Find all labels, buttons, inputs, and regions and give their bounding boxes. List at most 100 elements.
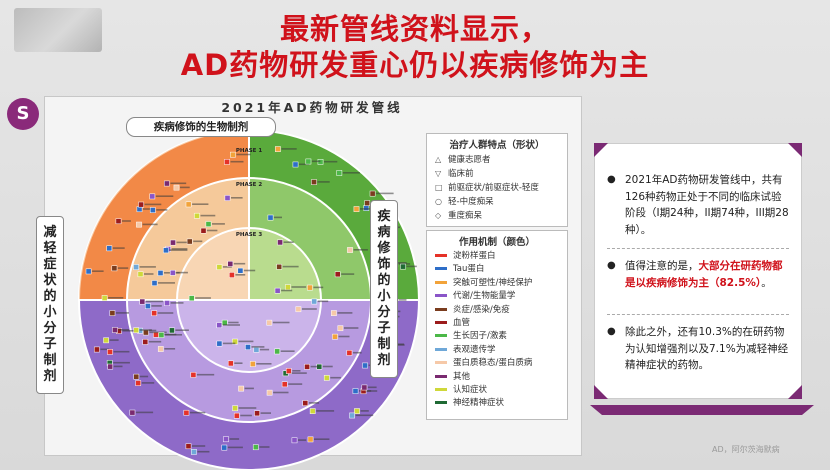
drug-name-line (367, 390, 378, 392)
phase-2-label: PHASE 2 (236, 182, 263, 188)
bullet-dot-icon: ● (607, 174, 616, 185)
drug-name-line (338, 335, 350, 338)
drug-name-line (143, 208, 153, 210)
drug-marker (266, 389, 273, 396)
drug-name-line (108, 297, 124, 299)
drug-marker (227, 360, 234, 367)
drug-marker (185, 201, 192, 208)
drug-name-line (195, 297, 211, 299)
drug-name-line (355, 414, 374, 417)
drug-marker (346, 350, 353, 356)
drug-name-line (193, 240, 203, 243)
drug-name-line (144, 203, 162, 206)
drug-marker (285, 284, 291, 291)
drug-name-line (139, 375, 149, 378)
mechanism-legend-item: 淀粉样蛋白 (427, 250, 567, 263)
drug-name-line (259, 446, 270, 448)
drug-marker (227, 261, 234, 267)
summary-bullet-2: ● 值得注意的是，大部分在研药物都是以疾病修饰为主（82.5%）。 (607, 260, 783, 289)
drug-marker (142, 339, 149, 345)
drug-name-line (236, 153, 251, 156)
drug-name-line (341, 273, 355, 275)
drug-marker (252, 444, 259, 451)
drug-name-line (144, 273, 154, 275)
drug-name-line (274, 216, 282, 219)
color-swatch-icon (435, 334, 447, 338)
color-swatch-icon (435, 267, 447, 271)
drug-name-line (260, 412, 271, 414)
drug-name-line (112, 247, 125, 249)
drug-marker (224, 195, 231, 201)
drug-name-line (170, 302, 184, 304)
company-logo-icon: S (7, 98, 39, 130)
drug-name-line (352, 351, 362, 354)
stadium-photo (14, 8, 102, 52)
drug-name-line (313, 286, 324, 289)
drug-marker (200, 227, 207, 234)
drug-name-line (139, 329, 152, 331)
drug-name-line (298, 439, 307, 441)
drug-name-line (222, 266, 232, 268)
drug-marker (94, 346, 100, 353)
drug-marker (336, 170, 343, 176)
drug-marker (133, 327, 140, 334)
drug-marker (151, 280, 158, 286)
mechanism-legend-item: Tau蛋白 (427, 263, 567, 276)
drug-marker (309, 408, 316, 414)
drug-name-line (151, 305, 162, 307)
color-swatch-icon (435, 374, 447, 378)
symptomatic-small-molecule-label: 减轻症状的小分子制剂 (36, 216, 64, 394)
drug-name-line (142, 223, 158, 226)
drug-name-line (243, 269, 256, 272)
drug-marker (188, 295, 195, 302)
drug-name-line (280, 350, 295, 352)
drug-marker (135, 380, 142, 386)
drug-marker (302, 400, 309, 406)
drug-name-line (158, 282, 175, 284)
drug-marker (163, 247, 169, 254)
drug-marker (281, 381, 288, 388)
drug-marker (133, 373, 140, 380)
drug-name-line (113, 361, 130, 364)
drug-name-line (222, 342, 236, 345)
drug-marker (101, 295, 108, 301)
divider (607, 248, 789, 249)
population-legend-item: □ 前驱症状/前驱症状-轻度 (435, 183, 539, 193)
drug-name-line (292, 370, 301, 372)
bullet-dot-icon: ● (607, 326, 616, 337)
drug-marker (194, 212, 200, 219)
mechanism-legend-item: 其他 (427, 371, 567, 384)
color-swatch-icon (435, 347, 447, 351)
drug-marker (266, 319, 273, 326)
drug-name-line (156, 209, 168, 211)
drug-marker (109, 310, 116, 316)
drug-marker (169, 269, 176, 276)
drug-name-line (139, 266, 156, 268)
drug-marker (305, 158, 312, 165)
drug-marker (230, 151, 236, 158)
mechanism-legend-item: 炎症/感染/免疫 (427, 304, 567, 317)
drug-name-line (343, 327, 359, 329)
color-swatch-icon (435, 401, 447, 405)
drug-name-line (113, 365, 123, 368)
drug-marker (107, 349, 113, 355)
mechanism-legend-item: 认知症状 (427, 384, 567, 397)
drug-marker (232, 405, 238, 412)
drug-name-line (231, 197, 243, 199)
drug-marker (157, 270, 164, 276)
mechanism-legend-heading: 作用机制（颜色） (458, 237, 535, 248)
drug-marker (170, 239, 176, 246)
drug-marker (369, 190, 376, 197)
drug-name-line (406, 265, 417, 268)
drug-marker (191, 449, 197, 455)
drug-name-line (200, 214, 216, 217)
drug-name-line (283, 241, 294, 243)
drug-name-line (92, 270, 104, 272)
inverted-triangle-icon: ▽ (435, 169, 442, 178)
drug-marker (173, 184, 180, 191)
drug-name-line (171, 248, 188, 250)
drug-name-line (118, 329, 130, 331)
drug-name-line (281, 289, 293, 292)
drug-marker (353, 206, 360, 212)
drug-marker (311, 298, 318, 305)
